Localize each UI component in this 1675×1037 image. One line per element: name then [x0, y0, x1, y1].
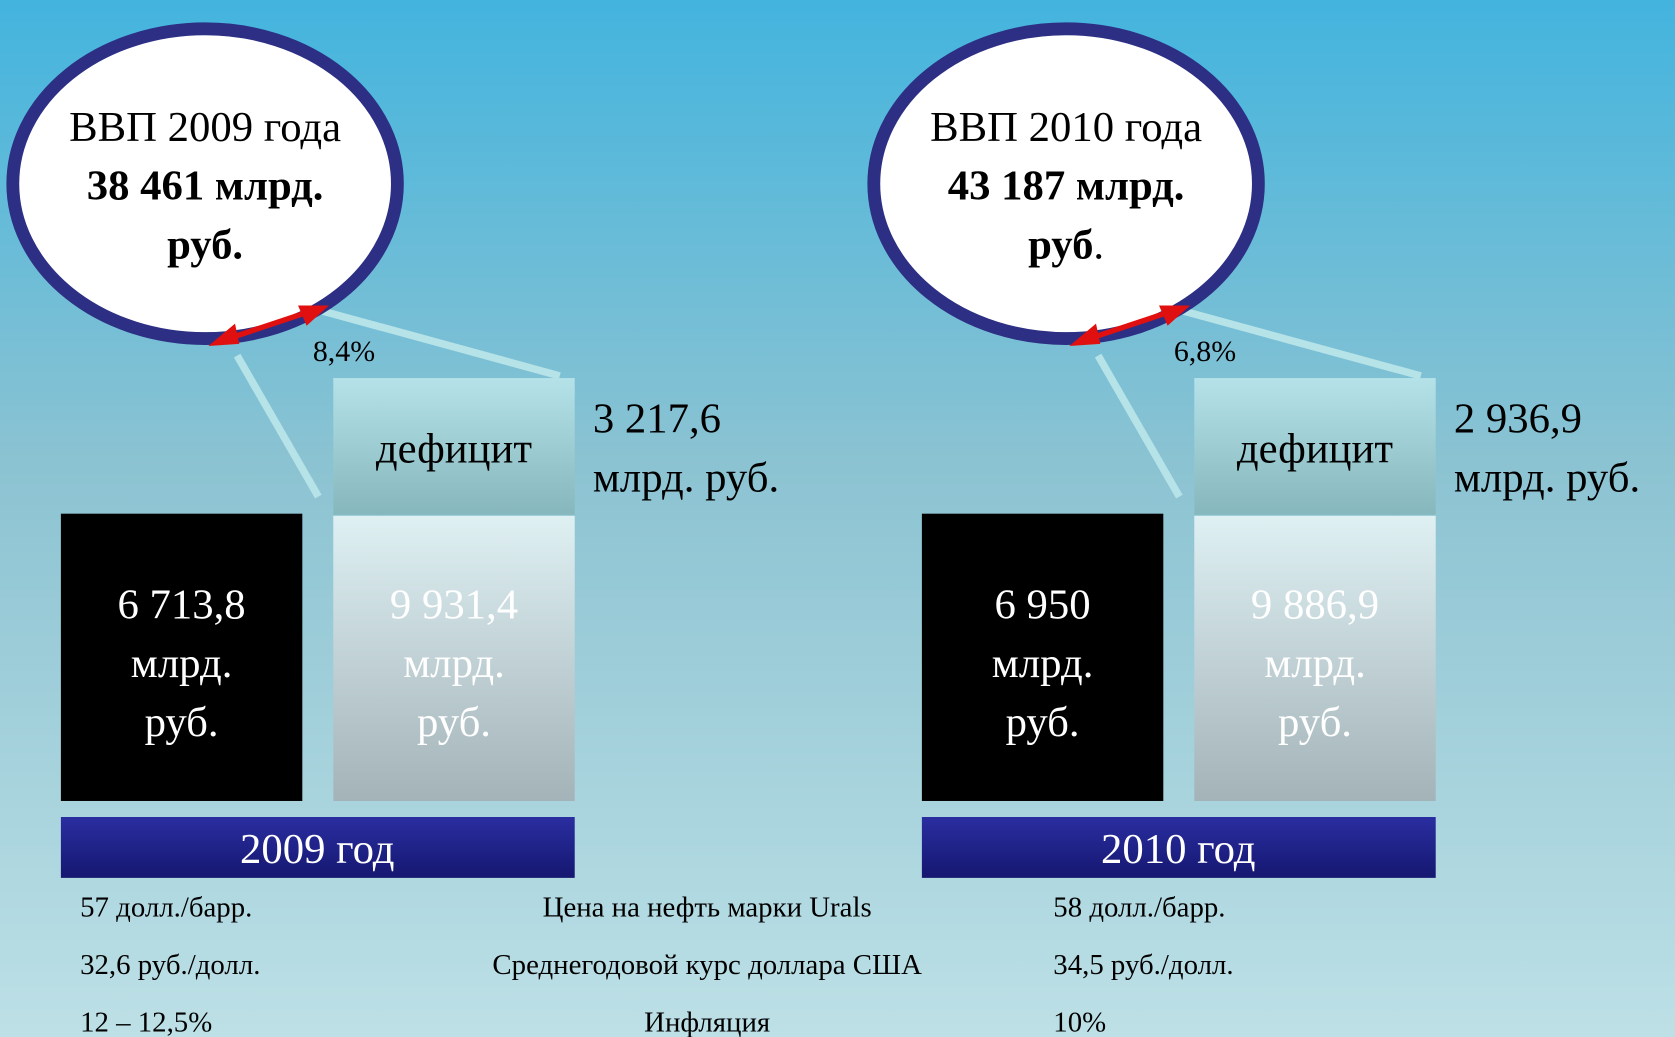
connector	[1169, 303, 1422, 380]
deficit-unit: млрд. руб.	[1454, 454, 1640, 501]
dark-box	[921, 513, 1164, 801]
dark-box-text: млрд.	[992, 640, 1094, 687]
deficit-box	[333, 378, 575, 515]
gdp-value: 43 187 млрд.	[948, 163, 1185, 210]
share: 6,8%	[1174, 335, 1236, 368]
panel: ВВП 2010 года 43 187 млрд. руб. 6,8% дефицит…	[867, 22, 1640, 878]
content: ВВП 2009 года 38 461 млрд. руб. 8,4% дефицит…	[6, 22, 1640, 1037]
arrow-head	[298, 305, 330, 326]
gdp-unit-bold: руб	[1028, 221, 1093, 268]
indicator-2009: 57 долл./барр.	[80, 891, 252, 923]
indicator-name: Инфляция	[644, 1007, 770, 1037]
dark-box-text: 6 713,8	[118, 581, 246, 628]
indicator-2009: 32,6 руб./долл.	[80, 949, 260, 981]
gdp-unit: руб.	[1028, 221, 1104, 268]
light-box-text: млрд.	[403, 640, 505, 687]
arrow-head	[208, 323, 240, 347]
arrow-head	[1159, 305, 1191, 326]
arrow-head	[1069, 323, 1101, 347]
gdp-unit-suffix: .	[1093, 221, 1104, 268]
dark-box-text: руб.	[145, 699, 219, 746]
light-box	[333, 515, 575, 801]
light-box-text: руб.	[417, 699, 491, 746]
share: 8,4%	[313, 335, 375, 368]
deficit-box	[1194, 378, 1436, 515]
light-box	[1194, 515, 1436, 801]
year: 2010 год	[1101, 826, 1255, 873]
indicator-2010: 10%	[1053, 1007, 1106, 1037]
gdp-circle	[867, 22, 1265, 345]
indicator-2009: 12 – 12,5%	[80, 1007, 212, 1037]
indicator-2010: 34,5 руб./долл.	[1053, 949, 1233, 981]
dark-box-text: руб.	[1006, 699, 1080, 746]
indicator-name: Цена на нефть марки Urals	[543, 891, 872, 923]
deficit-label: дефицит	[376, 425, 532, 472]
year: 2009 год	[240, 826, 394, 873]
year-bar	[921, 816, 1436, 878]
deficit-unit: млрд. руб.	[593, 454, 779, 501]
gdp-unit-bold: руб.	[167, 221, 243, 268]
deficit-value: 3 217,6	[593, 396, 721, 443]
deficit-label: дефицит	[1237, 425, 1393, 472]
gdp-circle	[6, 22, 404, 345]
dark-box-text: млрд.	[131, 640, 233, 687]
indicator-name: Среднегодовой курс доллара США	[492, 949, 922, 981]
gdp-unit: руб.	[167, 221, 243, 268]
connector	[233, 353, 322, 499]
year-bar	[60, 816, 575, 878]
indicator-2010: 58 долл./барр.	[1053, 891, 1225, 923]
connector	[308, 303, 561, 380]
gdp-value: 38 461 млрд.	[87, 163, 324, 210]
light-box-text: 9 886,9	[1251, 581, 1379, 628]
gdp-title: ВВП 2009 года	[69, 104, 341, 151]
light-box-text: 9 931,4	[390, 581, 518, 628]
dark-box	[60, 513, 303, 801]
dark-box-text: 6 950	[995, 581, 1091, 628]
light-box-text: руб.	[1278, 699, 1352, 746]
gdp-title: ВВП 2010 года	[930, 104, 1202, 151]
panel: ВВП 2009 года 38 461 млрд. руб. 8,4% дефицит…	[6, 22, 779, 878]
light-box-text: млрд.	[1264, 640, 1366, 687]
connector	[1094, 353, 1183, 499]
deficit-value: 2 936,9	[1454, 396, 1582, 443]
